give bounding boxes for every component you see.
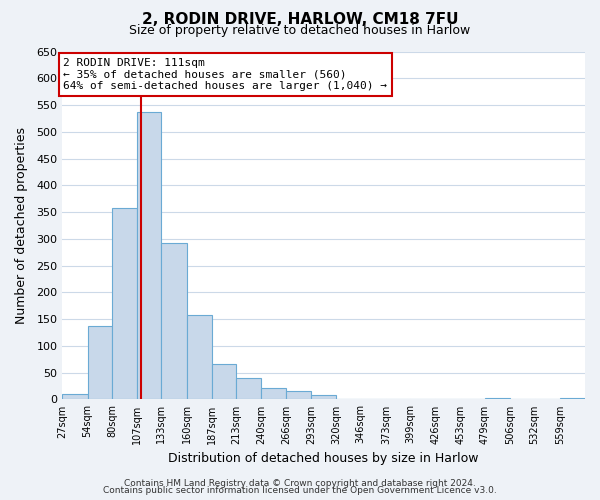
Text: Contains public sector information licensed under the Open Government Licence v3: Contains public sector information licen…: [103, 486, 497, 495]
Bar: [236, 378, 262, 400]
Text: Contains HM Land Registry data © Crown copyright and database right 2024.: Contains HM Land Registry data © Crown c…: [124, 478, 476, 488]
Bar: [112, 208, 137, 400]
Bar: [311, 395, 336, 400]
Text: 2 RODIN DRIVE: 111sqm
← 35% of detached houses are smaller (560)
64% of semi-det: 2 RODIN DRIVE: 111sqm ← 35% of detached …: [63, 58, 387, 91]
Bar: [161, 243, 187, 400]
Bar: [485, 398, 510, 400]
Bar: [262, 388, 286, 400]
Bar: [62, 394, 88, 400]
Text: 2, RODIN DRIVE, HARLOW, CM18 7FU: 2, RODIN DRIVE, HARLOW, CM18 7FU: [142, 12, 458, 28]
Bar: [212, 364, 236, 400]
Bar: [560, 398, 585, 400]
Bar: [286, 392, 311, 400]
Bar: [187, 316, 212, 400]
Bar: [137, 112, 161, 400]
Y-axis label: Number of detached properties: Number of detached properties: [15, 127, 28, 324]
X-axis label: Distribution of detached houses by size in Harlow: Distribution of detached houses by size …: [169, 452, 479, 465]
Text: Size of property relative to detached houses in Harlow: Size of property relative to detached ho…: [130, 24, 470, 37]
Bar: [88, 326, 112, 400]
